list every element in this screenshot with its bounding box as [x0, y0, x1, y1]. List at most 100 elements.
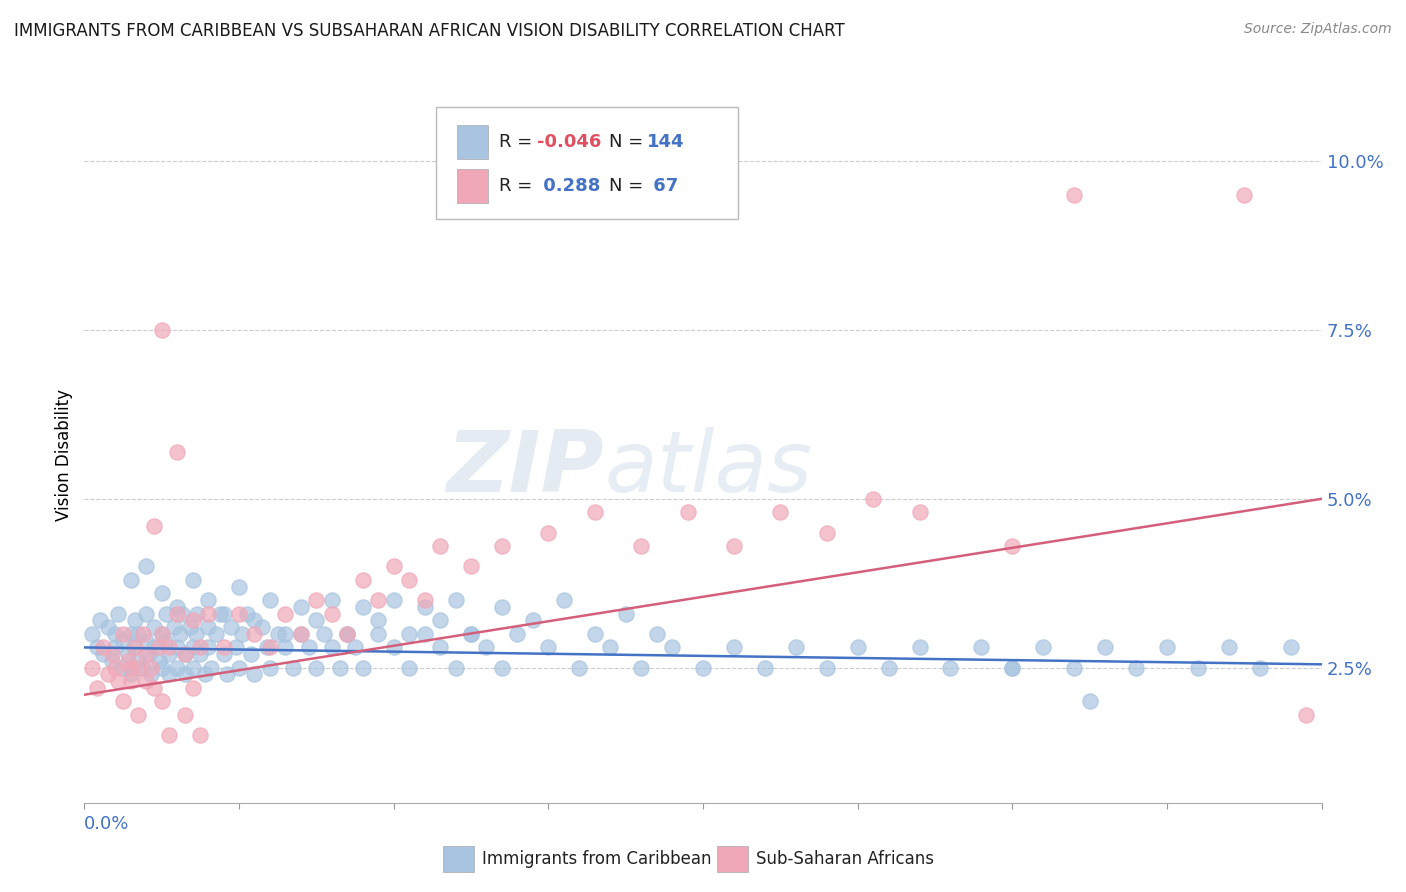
Point [127, 627, 149, 641]
Text: 144: 144 [647, 133, 685, 151]
Point [398, 573, 420, 587]
Point [243, 627, 266, 641]
Point [336, 627, 359, 641]
Point [281, 661, 305, 675]
Point [1094, 640, 1116, 655]
Point [413, 627, 436, 641]
Point [212, 640, 235, 655]
Point [82, 661, 104, 675]
Text: 0.288: 0.288 [537, 178, 600, 195]
Text: -0.046: -0.046 [537, 133, 602, 151]
Point [235, 607, 259, 621]
Point [321, 607, 343, 621]
Point [166, 607, 188, 621]
Point [537, 640, 560, 655]
Point [197, 640, 219, 655]
Point [181, 640, 204, 655]
Point [398, 627, 420, 641]
Point [583, 505, 606, 519]
Point [181, 661, 204, 675]
Point [785, 640, 807, 655]
Point [215, 667, 238, 681]
Point [127, 708, 149, 723]
Point [256, 640, 278, 655]
Point [815, 661, 838, 675]
Point [143, 640, 166, 655]
Point [143, 519, 166, 533]
Point [96, 667, 118, 681]
Point [181, 681, 204, 695]
Point [212, 647, 235, 661]
Point [343, 640, 366, 655]
Point [228, 607, 250, 621]
Point [86, 681, 108, 695]
Point [170, 607, 193, 621]
Point [219, 620, 242, 634]
Point [460, 559, 482, 574]
Point [769, 505, 792, 519]
Point [1078, 694, 1101, 708]
Point [120, 674, 142, 689]
Point [862, 491, 884, 506]
Text: 67: 67 [647, 178, 678, 195]
Point [122, 640, 145, 655]
Point [150, 586, 173, 600]
Point [243, 667, 266, 681]
Point [1063, 187, 1085, 202]
Point [135, 559, 157, 574]
Point [188, 728, 211, 742]
Point [143, 681, 166, 695]
Point [274, 607, 297, 621]
Point [112, 694, 135, 708]
Point [1187, 661, 1209, 675]
Text: R =: R = [499, 133, 538, 151]
Point [197, 607, 219, 621]
Point [135, 607, 157, 621]
Text: ZIP: ZIP [446, 427, 605, 510]
Point [120, 627, 142, 641]
Point [127, 654, 149, 668]
Point [228, 661, 250, 675]
Point [159, 647, 180, 661]
Point [1125, 661, 1147, 675]
Point [305, 614, 328, 628]
Point [429, 640, 451, 655]
Point [312, 627, 335, 641]
Point [336, 627, 359, 641]
Point [117, 647, 139, 661]
Point [460, 627, 482, 641]
Point [846, 640, 869, 655]
Point [583, 627, 606, 641]
Point [228, 580, 250, 594]
Point [159, 667, 180, 681]
Point [1032, 640, 1054, 655]
Point [174, 647, 197, 661]
Point [225, 640, 247, 655]
Point [212, 607, 235, 621]
Point [148, 654, 170, 668]
Point [645, 627, 668, 641]
Point [553, 593, 575, 607]
Point [107, 674, 129, 689]
Point [166, 444, 188, 458]
Point [382, 559, 405, 574]
Point [101, 654, 124, 668]
Point [101, 647, 124, 661]
Point [139, 661, 162, 675]
Point [127, 661, 149, 675]
Point [174, 667, 197, 681]
Point [1001, 661, 1024, 675]
Point [328, 661, 352, 675]
Point [305, 593, 328, 607]
Point [104, 661, 127, 675]
Point [321, 593, 343, 607]
Point [139, 667, 162, 681]
Point [1249, 661, 1271, 675]
Point [194, 667, 217, 681]
Point [153, 633, 176, 648]
Point [181, 614, 204, 628]
Point [120, 667, 142, 681]
Text: atlas: atlas [605, 427, 813, 510]
Point [259, 640, 281, 655]
Point [104, 627, 127, 641]
